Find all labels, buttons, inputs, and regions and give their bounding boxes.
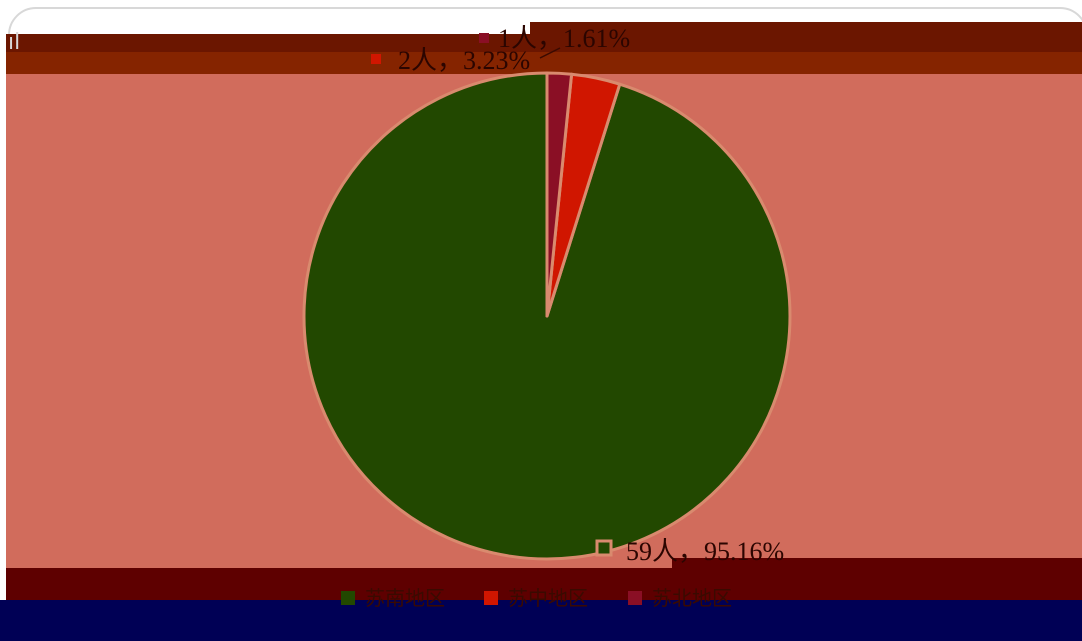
data-label-2: 1人，1.61% (498, 24, 630, 53)
legend-swatch-2[interactable] (628, 591, 642, 605)
legend-band-right (672, 558, 1082, 572)
legend-label-1[interactable]: 苏中地区 (508, 586, 588, 610)
corner-mark: ıl (8, 30, 21, 55)
top-rust-band (6, 52, 1082, 74)
data-labels: 59人，95.16% 2人，3.23%1人，1.61% (371, 24, 784, 566)
top-dark-band-right (530, 22, 1082, 44)
data-label-1: 2人，3.23% (398, 46, 530, 75)
legend-swatch-1[interactable] (484, 591, 498, 605)
pie-slice-2[interactable] (545, 71, 574, 318)
data-label-marker-1 (371, 54, 381, 64)
legend: 苏南地区 苏中地区 苏北地区 (341, 586, 732, 610)
legend-label-2[interactable]: 苏北地区 (652, 586, 732, 610)
legend-label-0[interactable]: 苏南地区 (365, 586, 445, 610)
data-label-marker-2 (479, 33, 489, 43)
data-label-marker-0 (595, 539, 613, 557)
leader-line-1 (539, 47, 561, 59)
pie-slices (302, 71, 792, 561)
legend-swatch-0[interactable] (341, 591, 355, 605)
bottom-navy-band (0, 600, 1082, 641)
data-label-0: 59人，95.16% (626, 537, 784, 566)
leader-lines (539, 47, 561, 59)
